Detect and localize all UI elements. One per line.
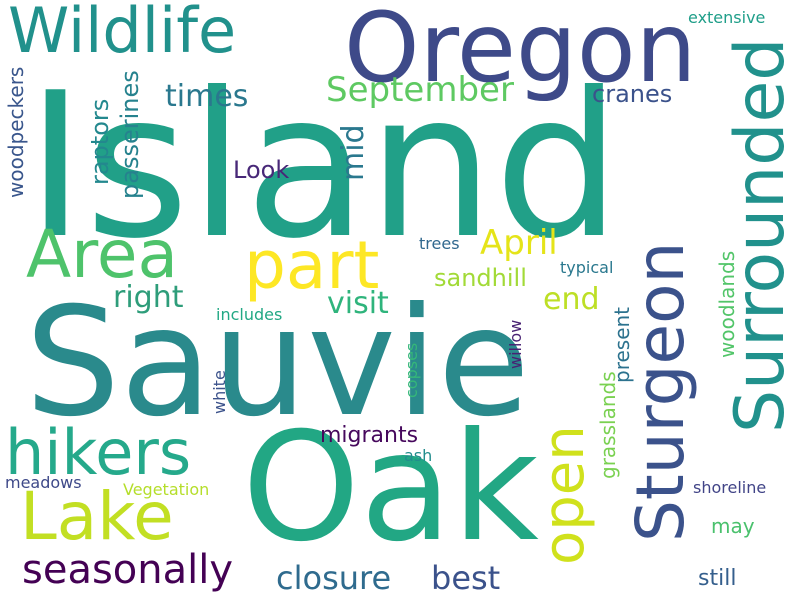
word-willow: willow bbox=[506, 319, 525, 369]
word-shoreline: shoreline bbox=[693, 478, 767, 497]
word-end: end bbox=[543, 282, 600, 317]
word-oak: Oak bbox=[242, 401, 539, 575]
word-trees: trees bbox=[419, 234, 460, 253]
word-seasonally: seasonally bbox=[22, 547, 234, 593]
word-may: may bbox=[711, 514, 755, 538]
word-grasslands: grasslands bbox=[596, 371, 620, 479]
word-woodpeckers: woodpeckers bbox=[4, 66, 28, 198]
word-september: September bbox=[326, 70, 514, 110]
word-closure: closure bbox=[276, 559, 392, 597]
word-migrants: migrants bbox=[320, 423, 419, 448]
word-white: white bbox=[210, 370, 229, 414]
word-best: best bbox=[431, 559, 501, 597]
word-vegetation: Vegetation bbox=[123, 480, 210, 499]
word-visit: visit bbox=[327, 286, 389, 321]
word-copses: copses bbox=[402, 342, 421, 398]
word-part: part bbox=[244, 227, 380, 304]
word-island: Island bbox=[26, 50, 622, 283]
word-woodlands: woodlands bbox=[715, 250, 739, 358]
word-still: still bbox=[698, 566, 737, 591]
word-area: Area bbox=[26, 216, 178, 293]
word-raptors: raptors bbox=[86, 98, 114, 185]
word-sandhill: sandhill bbox=[434, 264, 527, 292]
word-cranes: cranes bbox=[592, 80, 673, 108]
word-hikers: hikers bbox=[5, 416, 192, 489]
word-typical: typical bbox=[560, 258, 614, 277]
word-sauvie: Sauvie bbox=[25, 276, 530, 450]
word-wildlife: Wildlife bbox=[8, 0, 237, 67]
word-present: present bbox=[610, 306, 634, 383]
word-look: Look bbox=[233, 156, 290, 184]
word-sturgeon: Sturgeon bbox=[622, 241, 699, 542]
word-april: April bbox=[480, 223, 558, 263]
word-includes: includes bbox=[216, 305, 283, 324]
word-times: times bbox=[165, 79, 249, 114]
word-open: open bbox=[532, 425, 597, 565]
word-meadows: meadows bbox=[5, 473, 82, 492]
word-lake: Lake bbox=[20, 478, 174, 555]
word-ash: ash bbox=[404, 446, 433, 465]
word-passerines: passerines bbox=[116, 70, 144, 199]
word-right: right bbox=[113, 280, 184, 315]
word-mid: mid bbox=[336, 124, 371, 181]
word-surrounded: Surrounded bbox=[721, 37, 800, 433]
word-oregon: Oregon bbox=[344, 0, 697, 104]
word-extensive: extensive bbox=[688, 8, 766, 27]
